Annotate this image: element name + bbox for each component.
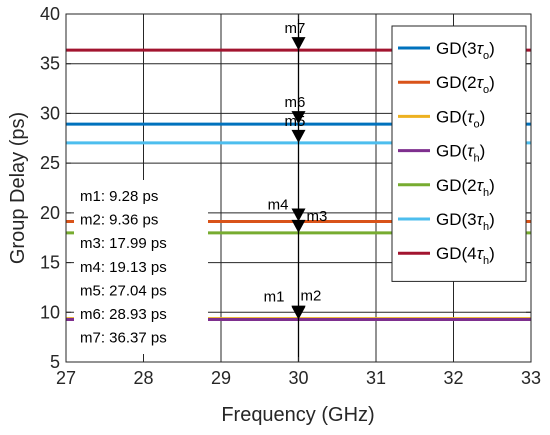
marker-readout-1: m1: 9.28 ps [80, 188, 158, 205]
y-tick-label: 20 [40, 203, 60, 223]
legend-box [391, 25, 527, 282]
marker-m6-triangle [291, 111, 306, 125]
legend: GD(3τo) GD(2τo) GD(τo) GD(τh) GD(2τh) GD(3τh)… [391, 25, 527, 282]
legend-label-1: GD(3τo) [436, 39, 495, 62]
y-tick-label: 5 [50, 352, 60, 372]
marker-m3-triangle [291, 219, 306, 233]
x-tick-label: 33 [521, 368, 541, 388]
y-tick-label: 30 [40, 103, 60, 123]
x-tick-label: 27 [56, 368, 76, 388]
y-tick-label: 40 [40, 4, 60, 24]
marker-m7-label: m7 [285, 20, 306, 37]
marker-readout-3: m3: 17.99 ps [80, 235, 167, 252]
marker-m6-label: m6 [285, 94, 306, 111]
axis-ticks: 27 28 29 30 31 32 33 5 10 15 20 25 30 35 40 [40, 4, 541, 388]
x-tick-label: 32 [443, 368, 463, 388]
marker-m2-label: m2 [301, 288, 322, 305]
legend-label-5: GD(2τh) [436, 176, 495, 199]
marker-m4-label: m4 [268, 197, 289, 214]
x-tick-label: 28 [133, 368, 153, 388]
x-tick-label: 30 [288, 368, 308, 388]
legend-label-6: GD(3τh) [436, 210, 495, 233]
marker-m7-triangle [291, 37, 306, 51]
legend-label-7: GD(4τh) [436, 244, 495, 267]
marker-readout-7: m7: 36.37 ps [80, 330, 167, 347]
marker-m4-triangle [291, 208, 306, 222]
legend-label-3: GD(τo) [436, 107, 485, 130]
y-tick-label: 10 [40, 302, 60, 322]
marker-readout-box: m1: 9.28 ps m2: 9.36 ps m3: 17.99 ps m4: 19… [74, 180, 208, 354]
marker-m3-label: m3 [307, 208, 328, 225]
x-tick-label: 31 [366, 368, 386, 388]
readout-box-background [74, 180, 208, 354]
marker-m1-label: m1 [264, 288, 285, 305]
y-tick-label: 15 [40, 253, 60, 273]
marker-m5-triangle [291, 129, 306, 143]
legend-label-4: GD(τh) [436, 142, 485, 165]
marker-readout-2: m2: 9.36 ps [80, 212, 158, 229]
marker-m2-triangle [291, 305, 306, 319]
legend-label-2: GD(2τo) [436, 73, 495, 96]
x-axis-title: Frequency (GHz) [221, 404, 374, 426]
y-tick-label: 35 [40, 54, 60, 74]
x-tick-label: 29 [211, 368, 231, 388]
marker-readout-6: m6: 28.93 ps [80, 306, 167, 323]
y-axis-title: Group Delay (ps) [7, 112, 29, 264]
marker-readout-5: m5: 27.04 ps [80, 282, 167, 299]
y-tick-label: 25 [40, 153, 60, 173]
marker-readout-4: m4: 19.13 ps [80, 259, 167, 276]
